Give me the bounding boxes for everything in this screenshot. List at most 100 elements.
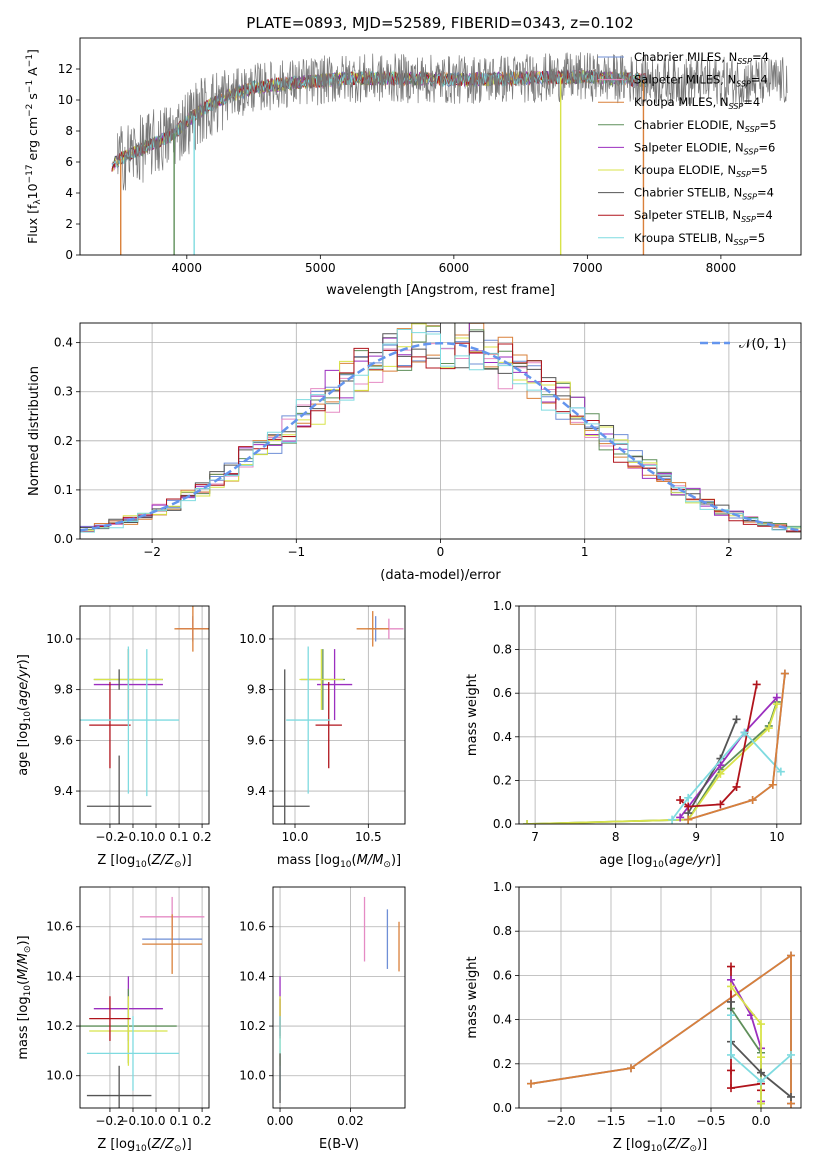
legend-label: 𝒩(0, 1) [739,337,786,352]
weight-marker [757,1068,765,1077]
y-tick-label: 10 [58,93,73,107]
weight-marker [772,693,781,702]
x-axis-label: E(B-V) [319,1137,359,1152]
x-tick-label: −0.1 [118,830,147,844]
x-tick-label: 5000 [305,261,336,275]
axes-Z-weight: −2.0 −1.5 −1.0 −0.5 0.0 0.0 0.2 0.4 0.6 0.8 1.0 [493,880,801,1128]
errorbar-point [86,1016,180,1091]
weight-line [730,979,762,1102]
x-tick-label: 0.2 [193,830,212,844]
spectrum-lines [111,52,788,255]
weight-marker [780,669,789,678]
weight-series [684,669,789,824]
weight-marker [757,1099,765,1108]
y-tick-label: 10.6 [239,920,266,934]
weight-series [727,1011,795,1086]
errorbar-point [89,996,131,1041]
y-tick-label: 0.4 [493,1013,512,1027]
y-tick-label: 10.4 [46,969,73,983]
y-tick-label: 12 [58,62,73,76]
y-tick-label: 9.8 [54,683,73,697]
y-tick-label: 9.4 [247,784,266,798]
y-tick-label: 0.4 [54,336,73,350]
y-tick-label: 8 [65,124,73,138]
weight-marker [732,782,741,791]
x-tick-label: 10.5 [355,830,382,844]
x-axis-label: Z [log10(Z/Z⊙)] [97,1137,191,1154]
weight-marker [732,715,741,724]
weight-line [730,966,762,1091]
weight-line [730,1015,792,1083]
weight-marker [740,728,749,737]
weight-marker [684,793,693,802]
y-tick-label: 0.4 [493,730,512,744]
errorbars [273,611,404,824]
weight-line [687,673,786,821]
y-tick-label: 9.6 [247,733,266,747]
y-tick-label: 0.3 [54,385,73,399]
weight-marker [727,1066,735,1075]
y-tick-label: 10.0 [239,632,266,646]
errorbars [279,896,400,1104]
legend-label: Chabrier ELODIE, NSSP=5 [634,118,776,134]
legend-entry: Chabrier ELODIE, NSSP=5 [598,118,776,134]
weight-marker [716,800,725,809]
errorbar-point [299,649,344,710]
x-tick-label: 0.02 [337,1114,364,1128]
legend-label: Kroupa ELODIE, NSSP=5 [634,163,768,179]
y-tick-label: 10.6 [46,920,73,934]
x-tick-label: 9 [692,830,700,844]
errorbar-point [174,606,209,652]
y-tick-label: 0 [65,248,73,262]
y-tick-label: 0.0 [493,1101,512,1115]
frame-EBV-mass [272,886,406,1109]
legend-entry: Salpeter MILES, NSSP=4 [598,73,768,89]
legend-label: Kroupa STELIB, NSSP=5 [634,231,765,247]
x-tick-label: −1 [287,545,305,559]
errorbar-point [86,1065,152,1108]
errorbar-point [315,682,342,769]
legend-entry: Kroupa MILES, NSSP=4 [598,95,760,111]
x-tick-label: 0.0 [146,1114,165,1128]
weight-marker [727,1050,735,1059]
x-axis-label: Z [log10(Z/Z⊙)] [97,853,191,870]
weight-marker [727,982,735,991]
errorbars [80,896,205,1108]
weight-marker [727,1011,735,1020]
weight-marker [523,820,532,824]
weight-marker [757,1053,765,1062]
weight-marker [727,997,735,1006]
legend-entry: Chabrier MILES, NSSP=4 [598,50,769,66]
x-tick-label: 8 [612,830,620,844]
x-tick-label: 0.0 [751,1114,770,1128]
legend-entry: Kroupa ELODIE, NSSP=5 [598,163,768,179]
x-tick-label: 0.0 [146,830,165,844]
weight-marker [748,796,757,805]
y-tick-label: 0.0 [54,532,73,546]
weight-line [527,701,778,824]
normal-curve [80,341,801,532]
axes-mass-age: 10.0 10.5 9.4 9.6 9.8 10.0 [239,606,405,844]
weight-series [523,697,781,824]
y-tick-label: 2 [65,217,73,231]
y-tick-label: 0.0 [493,817,512,831]
errorbar-point [356,611,389,647]
frame-Z-age [79,605,210,825]
x-tick-label: −2.0 [546,1114,575,1128]
y-tick-label: 0.6 [493,968,512,982]
y-tick-label: 0.2 [493,773,512,787]
x-tick-label: 8000 [706,261,737,275]
y-axis-label: mass weight [465,956,480,1038]
x-tick-label: −2 [143,545,161,559]
observed-spectrum [117,52,788,191]
errorbar-point [89,682,131,769]
x-axis-label: (data-model)/error [380,568,501,583]
y-tick-label: 9.6 [54,733,73,747]
y-tick-label: 1.0 [493,880,512,894]
frame-spectrum [79,37,802,256]
weight-marker [752,680,761,689]
x-tick-label: −0.5 [696,1114,725,1128]
x-tick-label: −0.1 [118,1114,147,1128]
x-tick-label: −0.2 [95,1114,124,1128]
